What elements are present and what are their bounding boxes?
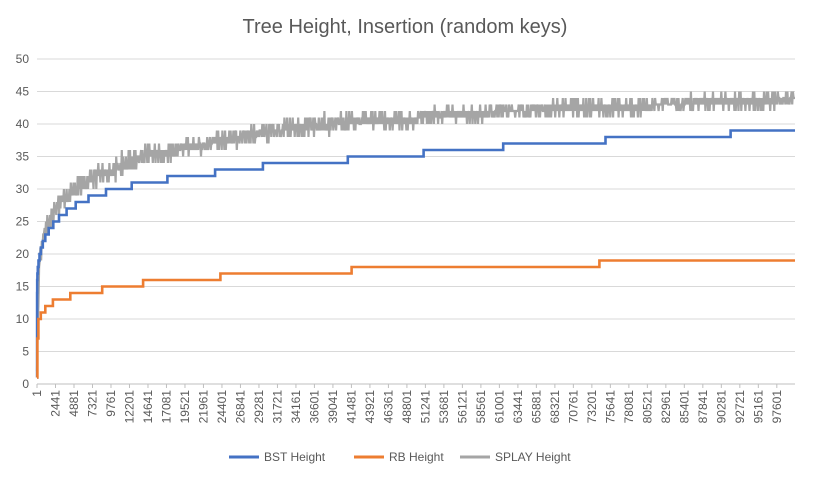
- x-tick-label: 34161: [289, 390, 303, 424]
- x-tick-label: 19521: [178, 390, 192, 424]
- x-tick-label: 43921: [363, 390, 377, 424]
- x-tick-label: 80521: [640, 390, 654, 424]
- x-tick-label: 24401: [215, 390, 229, 424]
- x-axis-ticks: 1 2441 4881 7321 9761 12201 14641 17081 19521 219…: [30, 384, 784, 423]
- x-tick-label: 7321: [85, 390, 99, 417]
- legend: BST Height RB Height SPLAY Height: [229, 450, 571, 464]
- x-tick-label: 29281: [252, 390, 266, 424]
- y-tick-label: 35: [16, 150, 30, 164]
- x-tick-label: 41481: [344, 390, 358, 424]
- x-tick-label: 75641: [603, 390, 617, 424]
- x-tick-label: 73201: [585, 390, 599, 424]
- x-tick-label: 63441: [511, 390, 525, 424]
- legend-label: SPLAY Height: [495, 450, 571, 464]
- y-tick-label: 30: [16, 182, 30, 196]
- x-tick-label: 68321: [548, 390, 562, 424]
- y-tick-label: 15: [16, 280, 30, 294]
- y-tick-label: 40: [16, 117, 30, 131]
- x-tick-label: 21961: [196, 390, 210, 424]
- x-tick-label: 17081: [159, 390, 173, 424]
- y-tick-label: 50: [16, 52, 30, 66]
- legend-label: RB Height: [389, 450, 444, 464]
- x-tick-label: 85401: [677, 390, 691, 424]
- y-tick-label: 45: [16, 85, 30, 99]
- x-tick-label: 87841: [696, 390, 710, 424]
- x-tick-label: 65881: [529, 390, 543, 424]
- y-tick-label: 10: [16, 312, 30, 326]
- y-tick-label: 25: [16, 215, 30, 229]
- x-tick-label: 90281: [714, 390, 728, 424]
- x-tick-label: 26841: [233, 390, 247, 424]
- x-tick-label: 58561: [474, 390, 488, 424]
- x-tick-label: 46361: [381, 390, 395, 424]
- x-tick-label: 36601: [307, 390, 321, 424]
- x-tick-label: 39041: [326, 390, 340, 424]
- x-tick-label: 82961: [659, 390, 673, 424]
- y-tick-label: 20: [16, 247, 30, 261]
- x-tick-label: 31721: [270, 390, 284, 424]
- x-tick-label: 1: [30, 390, 44, 397]
- y-tick-label: 0: [22, 377, 29, 391]
- x-tick-label: 61001: [492, 390, 506, 424]
- series-line-splay: [35, 91, 795, 372]
- series-line-rb: [36, 259, 795, 379]
- chart-title: Tree Height, Insertion (random keys): [243, 16, 568, 38]
- x-tick-label: 70761: [566, 390, 580, 424]
- x-tick-label: 9761: [104, 390, 118, 417]
- x-tick-label: 97601: [770, 390, 784, 424]
- x-tick-label: 4881: [67, 390, 81, 417]
- series-layer: [35, 91, 795, 379]
- x-tick-label: 48801: [400, 390, 414, 424]
- x-tick-label: 56121: [455, 390, 469, 424]
- x-tick-label: 92721: [733, 390, 747, 424]
- y-tick-label: 5: [22, 345, 29, 359]
- x-tick-label: 51241: [418, 390, 432, 424]
- y-axis-ticks: 0 5 10 15 20 25 30 35 40 45 50: [16, 52, 30, 391]
- series-line-bst: [35, 129, 795, 379]
- legend-label: BST Height: [264, 450, 326, 464]
- x-tick-label: 53681: [437, 390, 451, 424]
- x-tick-label: 12201: [122, 390, 136, 424]
- x-tick-label: 14641: [141, 390, 155, 424]
- x-tick-label: 78081: [622, 390, 636, 424]
- x-tick-label: 2441: [48, 390, 62, 417]
- x-tick-label: 95161: [751, 390, 765, 424]
